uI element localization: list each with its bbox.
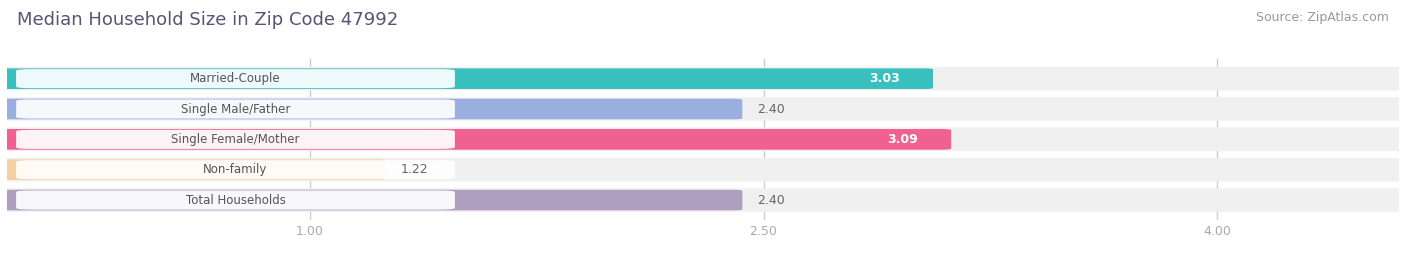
FancyBboxPatch shape	[0, 190, 742, 210]
Text: Median Household Size in Zip Code 47992: Median Household Size in Zip Code 47992	[17, 11, 398, 29]
FancyBboxPatch shape	[1, 97, 1405, 121]
Text: 3.09: 3.09	[887, 133, 918, 146]
FancyBboxPatch shape	[0, 99, 742, 119]
FancyBboxPatch shape	[1, 128, 1405, 151]
Text: Single Female/Mother: Single Female/Mother	[172, 133, 299, 146]
Text: Source: ZipAtlas.com: Source: ZipAtlas.com	[1256, 11, 1389, 24]
FancyBboxPatch shape	[1, 67, 1405, 91]
Text: 2.40: 2.40	[758, 103, 785, 116]
FancyBboxPatch shape	[15, 130, 456, 149]
FancyBboxPatch shape	[1, 188, 1405, 212]
FancyBboxPatch shape	[15, 160, 456, 179]
Text: Single Male/Father: Single Male/Father	[181, 103, 290, 116]
Text: 1.22: 1.22	[401, 163, 427, 176]
Text: 2.40: 2.40	[758, 193, 785, 207]
FancyBboxPatch shape	[0, 129, 950, 150]
FancyBboxPatch shape	[1, 158, 1405, 181]
Text: 3.03: 3.03	[869, 72, 900, 85]
FancyBboxPatch shape	[15, 191, 456, 210]
FancyBboxPatch shape	[15, 69, 456, 88]
FancyBboxPatch shape	[15, 99, 456, 118]
Text: Married-Couple: Married-Couple	[190, 72, 281, 85]
Text: Total Households: Total Households	[186, 193, 285, 207]
Text: Non-family: Non-family	[204, 163, 267, 176]
FancyBboxPatch shape	[0, 159, 385, 180]
FancyBboxPatch shape	[0, 68, 934, 89]
